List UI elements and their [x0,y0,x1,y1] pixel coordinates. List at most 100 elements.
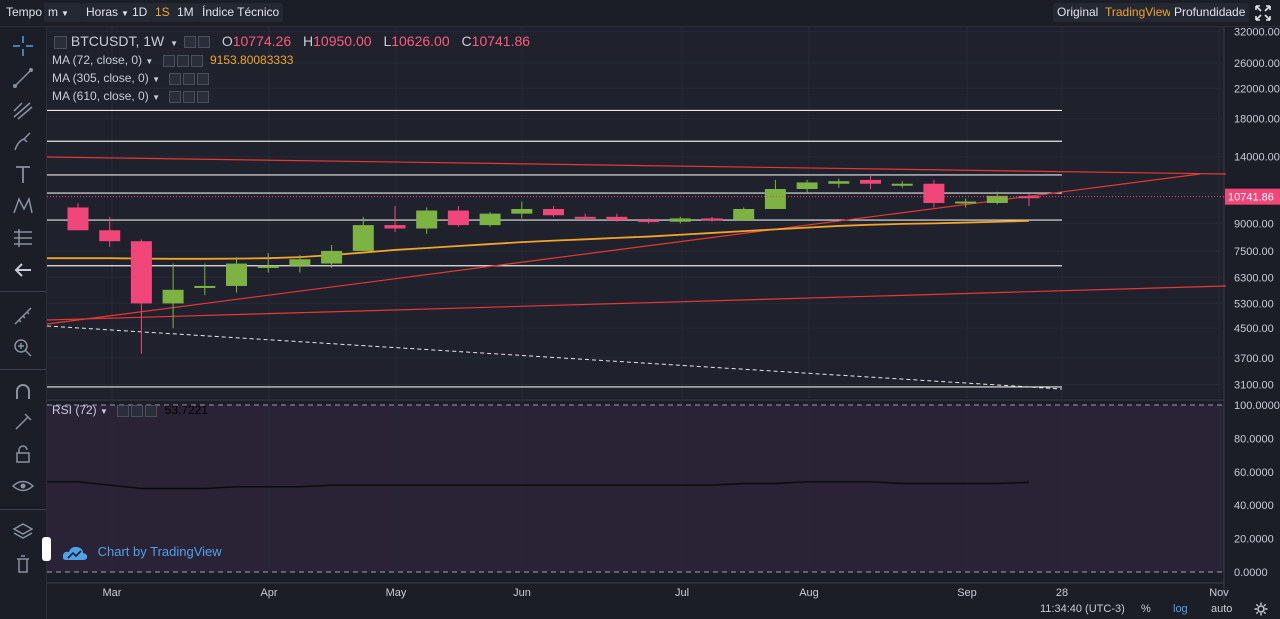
zoom-icon[interactable] [10,335,36,361]
ma2-label[interactable]: MA (305, close, 0) [52,71,149,85]
candle-body [352,225,374,251]
settings-icon[interactable] [169,72,182,85]
candle-body [543,208,564,216]
lock-icon[interactable] [10,441,36,467]
price-tick-label: 26000.00 [1234,58,1280,70]
symbol-color-box [54,35,67,49]
settings-icon[interactable] [117,404,130,417]
candle-body [796,182,818,189]
time-tick-label: Jul [675,587,689,599]
tradingview-watermark[interactable]: Chart by TradingView [62,544,222,562]
ma1-label[interactable]: MA (72, close, 0) [52,53,143,67]
interval-1m-button[interactable]: 1M [173,3,198,22]
hours-dropdown[interactable]: Horas ▼ [82,3,133,22]
candle-body [574,216,596,219]
sidebar-divider [0,509,46,510]
candle-body [226,263,247,286]
settings-icon[interactable] [162,54,175,67]
price-tick-label: 18000.00 [1234,114,1280,126]
view-original-button[interactable]: Original [1053,3,1103,22]
interval-1s-button[interactable]: 1S [151,3,174,22]
magnet-icon[interactable] [10,379,36,405]
candle-body [891,183,913,186]
layers-icon[interactable] [10,519,36,545]
rsi-line [47,481,1030,490]
ma3-label[interactable]: MA (610, close, 0) [52,89,149,103]
candle [352,216,374,251]
open-label: O [221,33,233,49]
settings-icon[interactable] [169,90,182,103]
percent-toggle[interactable]: % [1141,603,1151,615]
interval-value: m [48,5,58,19]
brush-icon[interactable] [10,129,36,155]
open-value: 10774.26 [232,33,292,49]
chevron-down-icon[interactable]: ▼ [152,93,160,102]
price-tick-label: 7500.00 [1234,246,1274,258]
prediction-icon[interactable] [10,225,36,251]
view-depth-button[interactable]: Profundidade [1170,3,1250,22]
auto-toggle[interactable]: auto [1211,603,1233,615]
candle-body [638,220,660,223]
time-tick-label: 28 [1056,587,1068,599]
trend-line-icon[interactable] [10,65,36,91]
candle [257,252,279,273]
candle-body [955,201,977,204]
close-value: 10741.86 [471,33,531,49]
trash-icon[interactable] [10,551,36,577]
close-icon[interactable] [197,72,210,85]
ruler-icon[interactable] [10,303,36,329]
candle [226,257,247,293]
visibility-icon[interactable] [197,36,210,49]
crosshair-icon[interactable] [10,33,36,59]
top-toolbar: Tempo m ▼ Horas ▼ 1D 1S 1M Índice Técnico … [0,0,1280,27]
candle [955,198,977,208]
interval-1d-button[interactable]: 1D [128,3,152,22]
close-icon[interactable] [145,404,158,417]
candle [511,201,533,219]
visibility-icon[interactable] [183,72,196,85]
text-tool-icon[interactable] [10,161,36,187]
last-price-label: 10741.86 [1228,192,1274,204]
visibility-icon[interactable] [131,404,144,417]
visibility-icon[interactable] [183,90,196,103]
stay-drawing-icon[interactable] [10,409,36,435]
interval-select[interactable]: m ▼ [44,3,82,22]
candle-body [416,210,438,229]
pattern-icon[interactable] [10,193,36,219]
sidebar-collapse-handle[interactable] [42,537,51,561]
candle-body [257,265,279,269]
symbol-name[interactable]: BTCUSDT, 1W [70,33,165,49]
rsi-label[interactable]: RSI (72) [52,403,97,417]
candle-body [162,289,184,304]
candle [289,255,311,273]
view-tradingview-button[interactable]: TradingView [1101,3,1176,22]
rsi-value: 53.7221 [164,403,209,417]
fullscreen-icon[interactable] [1254,4,1272,22]
candle [162,263,184,329]
log-toggle[interactable]: log [1173,603,1188,615]
chevron-down-icon[interactable]: ▼ [145,57,154,66]
candle [416,207,438,234]
indicator-button[interactable]: Índice Técnico [198,3,284,22]
candle [194,263,216,296]
price-tick-label: 3700.00 [1234,353,1274,365]
settings-icon[interactable] [183,36,196,49]
candle [923,179,945,208]
chevron-down-icon[interactable]: ▼ [100,407,108,416]
time-tick-label: Sep [957,587,977,599]
long-support-trendline [46,285,1227,321]
close-icon[interactable] [190,54,203,67]
chevron-down-icon[interactable]: ▼ [170,39,179,48]
gear-icon[interactable] [1254,602,1268,616]
ma-72-line [47,219,1030,260]
fib-tool-icon[interactable] [10,97,36,123]
rsi-tick-label: 80.0000 [1234,433,1274,445]
candle [447,205,469,227]
visibility-icon[interactable] [176,54,189,67]
back-arrow-icon[interactable] [10,257,36,283]
sidebar-divider [0,291,46,292]
chevron-down-icon[interactable]: ▼ [152,75,160,84]
eye-icon[interactable] [10,473,36,499]
close-icon[interactable] [197,90,210,103]
